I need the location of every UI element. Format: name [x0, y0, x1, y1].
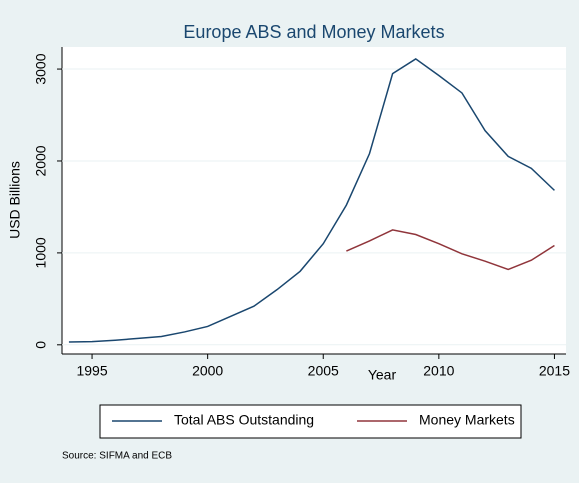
plot-area — [62, 47, 566, 354]
y-tick-label: 2000 — [33, 145, 49, 176]
line-series — [346, 229, 555, 271]
legend-label: Total ABS Outstanding — [174, 412, 314, 428]
line-series — [68, 58, 555, 343]
y-tick-label: 1000 — [33, 237, 49, 268]
y-axis-label: USD Billions — [7, 161, 23, 239]
source-note: Source: SIFMA and ECB — [62, 451, 172, 462]
legend-label: Money Markets — [419, 412, 515, 428]
x-tick-label: 2000 — [192, 363, 223, 379]
chart-title: Europe ABS and Money Markets — [183, 22, 444, 42]
x-axis-label: Year — [368, 367, 397, 383]
x-tick-label: 2010 — [423, 363, 454, 379]
legend — [99, 404, 522, 439]
x-tick-label: 2015 — [539, 363, 570, 379]
y-tick-label: 0 — [33, 341, 49, 349]
x-tick-label: 2005 — [308, 363, 339, 379]
y-tick-label: 3000 — [33, 53, 49, 84]
x-tick-label: 1995 — [76, 363, 107, 379]
